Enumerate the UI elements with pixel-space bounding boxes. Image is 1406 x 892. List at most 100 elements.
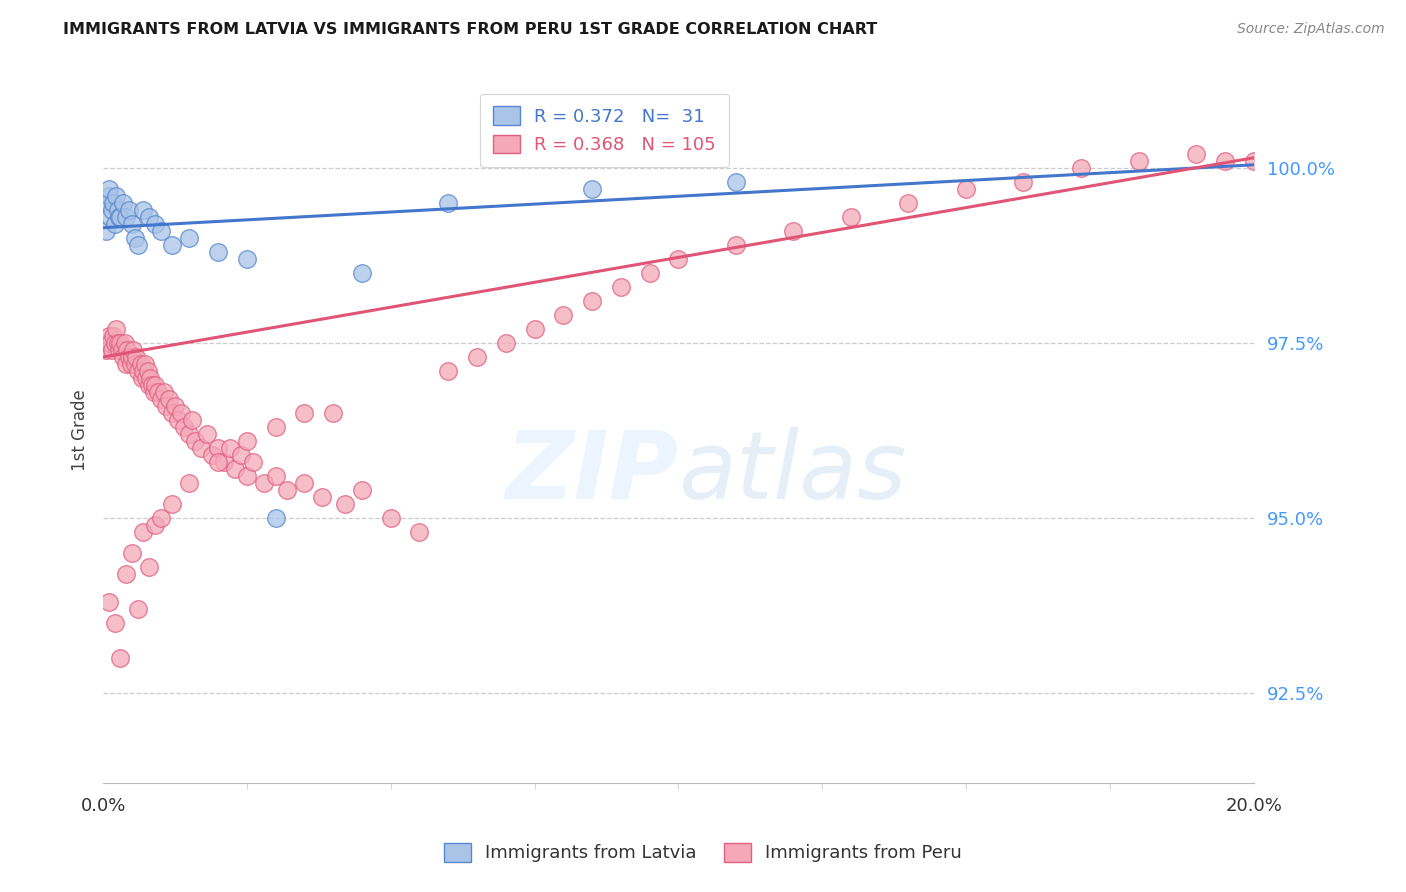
- Point: [143, 217, 166, 231]
- Point: [149, 510, 172, 524]
- Point: [1012, 175, 1035, 189]
- Text: atlas: atlas: [678, 427, 907, 518]
- Point: [104, 189, 127, 203]
- Point: [724, 238, 747, 252]
- Point: [120, 357, 142, 371]
- Point: [160, 497, 183, 511]
- Point: [94, 343, 117, 357]
- Point: [134, 357, 156, 371]
- Point: [97, 196, 120, 211]
- Point: [149, 392, 172, 406]
- Point: [181, 413, 204, 427]
- Point: [724, 175, 747, 189]
- Point: [190, 441, 212, 455]
- Point: [110, 343, 132, 357]
- Point: [141, 378, 163, 392]
- Point: [666, 252, 689, 267]
- Point: [179, 426, 201, 441]
- Point: [97, 189, 120, 203]
- Point: [207, 441, 229, 455]
- Point: [118, 350, 141, 364]
- Point: [333, 497, 356, 511]
- Point: [264, 510, 287, 524]
- Point: [104, 322, 127, 336]
- Point: [231, 448, 253, 462]
- Point: [955, 182, 977, 196]
- Point: [322, 406, 344, 420]
- Point: [122, 343, 145, 357]
- Point: [495, 336, 517, 351]
- Point: [380, 510, 402, 524]
- Point: [104, 336, 127, 351]
- Point: [121, 546, 143, 560]
- Point: [638, 266, 661, 280]
- Point: [136, 364, 159, 378]
- Point: [100, 343, 122, 357]
- Point: [1185, 147, 1208, 161]
- Point: [264, 420, 287, 434]
- Point: [523, 322, 546, 336]
- Point: [839, 211, 862, 225]
- Point: [139, 371, 162, 385]
- Point: [311, 490, 333, 504]
- Point: [195, 426, 218, 441]
- Point: [97, 329, 120, 343]
- Point: [127, 238, 149, 252]
- Text: Source: ZipAtlas.com: Source: ZipAtlas.com: [1237, 22, 1385, 37]
- Point: [179, 231, 201, 245]
- Point: [100, 203, 122, 218]
- Point: [112, 196, 135, 211]
- Point: [108, 343, 131, 357]
- Point: [107, 203, 129, 218]
- Point: [1070, 161, 1092, 176]
- Point: [131, 371, 153, 385]
- Point: [437, 364, 460, 378]
- Point: [146, 384, 169, 399]
- Point: [1213, 154, 1236, 169]
- Point: [152, 384, 174, 399]
- Y-axis label: 1st Grade: 1st Grade: [72, 390, 89, 471]
- Point: [103, 196, 125, 211]
- Point: [138, 378, 160, 392]
- Point: [142, 384, 165, 399]
- Point: [173, 420, 195, 434]
- Point: [110, 650, 132, 665]
- Point: [115, 566, 138, 581]
- Point: [103, 329, 125, 343]
- Point: [125, 350, 148, 364]
- Point: [97, 336, 120, 351]
- Point: [207, 455, 229, 469]
- Point: [132, 203, 155, 218]
- Point: [104, 217, 127, 231]
- Point: [117, 343, 139, 357]
- Point: [97, 594, 120, 608]
- Point: [107, 336, 129, 351]
- Point: [242, 455, 264, 469]
- Point: [127, 601, 149, 615]
- Point: [155, 399, 177, 413]
- Point: [121, 217, 143, 231]
- Point: [108, 211, 131, 225]
- Point: [157, 392, 180, 406]
- Point: [118, 203, 141, 218]
- Point: [276, 483, 298, 497]
- Point: [236, 434, 259, 448]
- Point: [121, 350, 143, 364]
- Point: [184, 434, 207, 448]
- Point: [112, 350, 135, 364]
- Point: [98, 336, 121, 351]
- Legend: R = 0.372   N=  31, R = 0.368   N = 105: R = 0.372 N= 31, R = 0.368 N = 105: [481, 94, 728, 167]
- Point: [581, 182, 603, 196]
- Point: [897, 196, 920, 211]
- Point: [149, 224, 172, 238]
- Point: [114, 336, 136, 351]
- Point: [110, 336, 132, 351]
- Point: [170, 406, 193, 420]
- Point: [143, 517, 166, 532]
- Point: [236, 252, 259, 267]
- Point: [581, 294, 603, 309]
- Point: [129, 357, 152, 371]
- Text: ZIP: ZIP: [506, 426, 678, 519]
- Point: [127, 364, 149, 378]
- Point: [207, 245, 229, 260]
